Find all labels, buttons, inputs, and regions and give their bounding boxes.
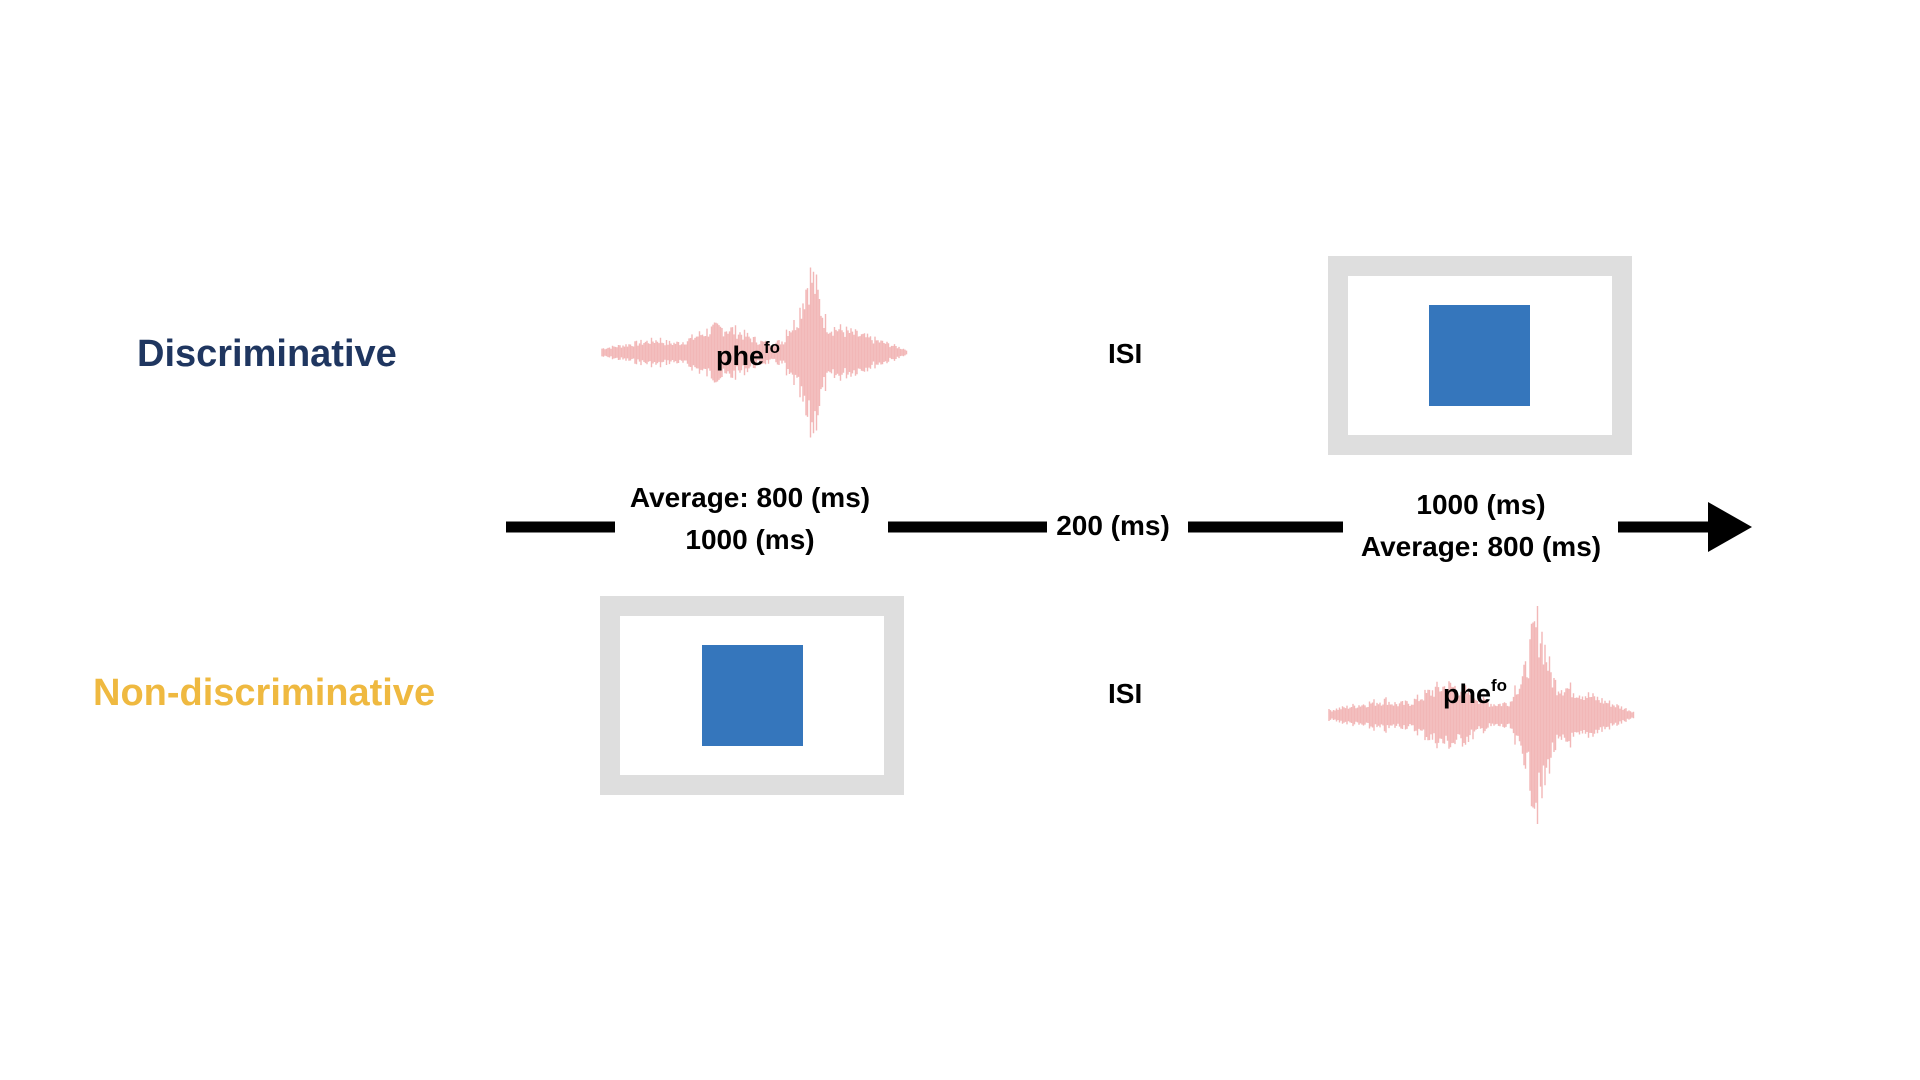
timing-first-line1: Average: 800 (ms) xyxy=(629,482,871,513)
label-discriminative: Discriminative xyxy=(137,333,397,375)
stimulus-label-top: phefo xyxy=(716,338,780,372)
audio-waveform-bottom xyxy=(1327,565,1637,865)
stimulus-label-bottom: phefo xyxy=(1443,676,1507,710)
isi-label-top: ISI xyxy=(1108,338,1143,369)
timing-label-first: Average: 800 (ms) 1000 (ms) xyxy=(615,477,885,561)
waveform-icon xyxy=(1328,606,1635,824)
syllable-base: phe xyxy=(1443,679,1492,709)
syllable-superscript: fo xyxy=(1491,676,1508,695)
syllable-superscript: fo xyxy=(764,338,781,357)
label-non-discriminative: Non-discriminative xyxy=(93,672,436,714)
isi-label-bottom: ISI xyxy=(1108,678,1143,709)
timing-second-line1: 1000 (ms) xyxy=(1416,489,1546,520)
blue-square-top xyxy=(1429,305,1530,406)
syllable-base: phe xyxy=(716,341,765,371)
waveform-trace xyxy=(1328,606,1635,824)
audio-waveform-top xyxy=(600,225,910,480)
timing-first-line2: 1000 (ms) xyxy=(685,524,815,555)
timing-second-line2: Average: 800 (ms) xyxy=(1360,531,1602,562)
waveform-trace xyxy=(601,267,908,438)
timing-label-isi: 200 (ms) xyxy=(1056,510,1170,541)
blue-square-bottom xyxy=(702,645,803,746)
timing-label-second: 1000 (ms) Average: 800 (ms) xyxy=(1336,484,1626,568)
arrow-head-icon xyxy=(1708,502,1752,552)
waveform-icon xyxy=(601,267,908,438)
